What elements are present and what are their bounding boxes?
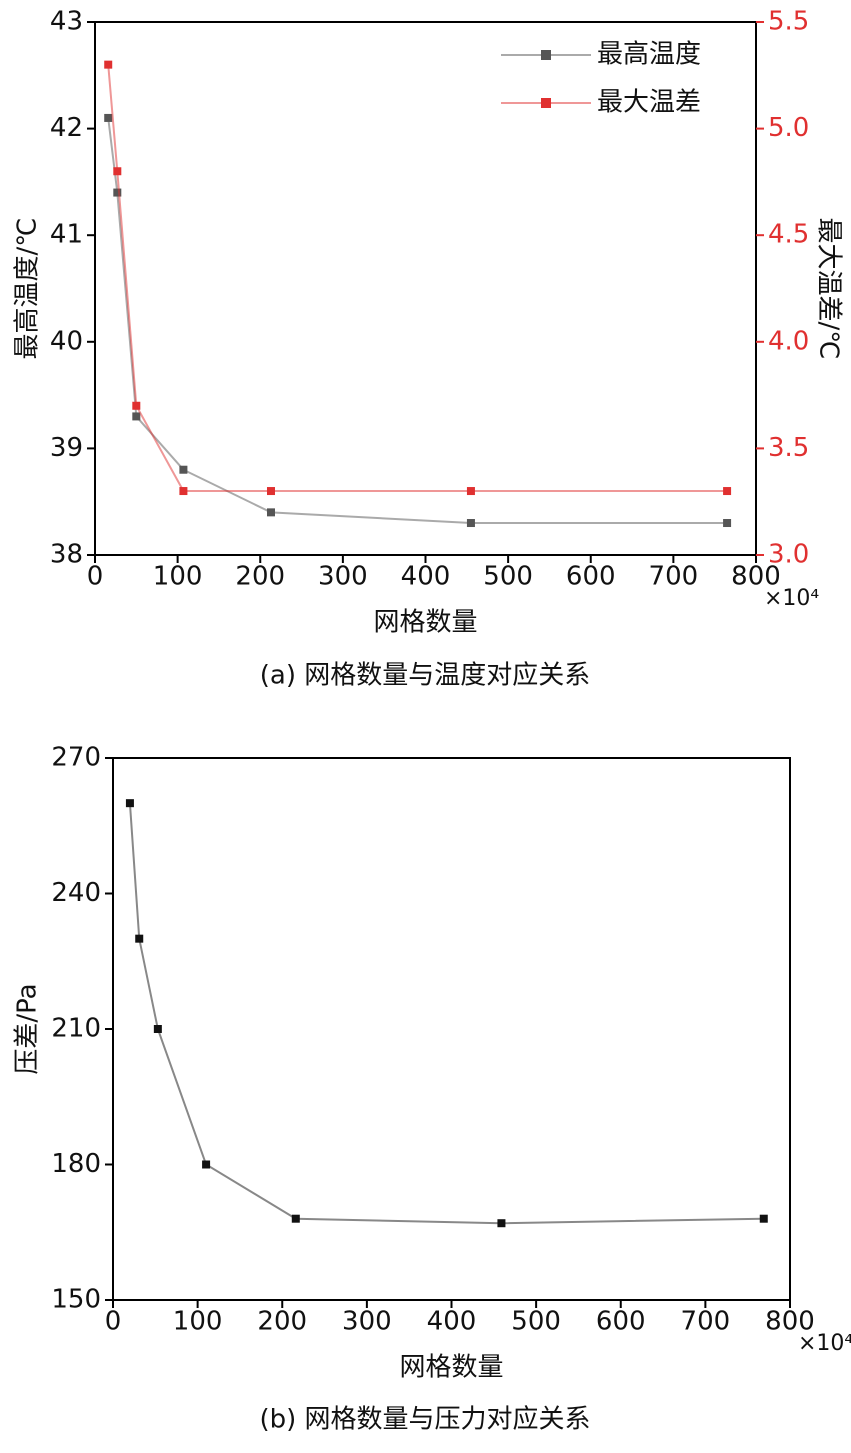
x-multiplier: ×10⁴ — [798, 1331, 851, 1356]
legend-label: 最大温差 — [597, 88, 701, 118]
data-point — [153, 1025, 162, 1033]
y2-axis-label: 最大温差/℃ — [814, 218, 844, 360]
data-point — [135, 934, 144, 943]
y-tick-label: 270 — [51, 743, 101, 773]
y-tick-label: 39 — [50, 433, 83, 463]
x-tick-label: 100 — [153, 562, 203, 592]
x-multiplier: ×10⁴ — [764, 586, 819, 611]
series-line — [128, 803, 764, 1225]
y2-tick-label: 5.5 — [768, 7, 809, 37]
y-axis-label: 压差/Pa — [13, 983, 43, 1074]
data-point — [266, 487, 275, 496]
data-point — [104, 113, 113, 122]
x-tick-label: 500 — [511, 1307, 561, 1337]
x-tick-label: 600 — [566, 562, 616, 592]
data-point — [723, 487, 732, 496]
plot-frame — [112, 757, 791, 1301]
x-tick-label: 200 — [235, 562, 285, 592]
data-point — [759, 1214, 768, 1223]
y2-tick-label: 3.5 — [768, 433, 809, 463]
y-tick-label: 41 — [50, 220, 83, 250]
y-tick-label: 42 — [50, 113, 83, 143]
x-axis-label: 网格数量 — [373, 608, 477, 638]
y-tick-label: 150 — [51, 1285, 101, 1315]
y-axis-label: 最高温度/℃ — [13, 218, 43, 360]
y2-tick-label: 3.0 — [768, 540, 809, 570]
x-tick-label: 0 — [105, 1307, 122, 1337]
data-point — [113, 167, 122, 176]
data-point — [266, 508, 275, 517]
x-tick-label: 100 — [173, 1307, 223, 1337]
data-point — [179, 465, 188, 474]
x-tick-label: 400 — [427, 1307, 477, 1337]
data-point — [104, 60, 113, 69]
y-tick-label: 43 — [50, 7, 83, 37]
data-point — [466, 519, 475, 528]
data-point — [466, 487, 475, 496]
data-point — [202, 1160, 211, 1169]
x-tick-label: 500 — [483, 562, 533, 592]
y2-tick-label: 4.5 — [768, 220, 809, 250]
y2-tick-label: 5.0 — [768, 113, 809, 143]
data-point — [132, 401, 141, 410]
x-tick-label: 800 — [731, 562, 781, 592]
data-point — [291, 1214, 300, 1223]
x-tick-label: 700 — [681, 1307, 731, 1337]
x-axis-label: 网格数量 — [399, 1353, 503, 1383]
data-point — [125, 799, 134, 808]
legend-marker — [541, 50, 551, 60]
y-tick-label: 240 — [51, 878, 101, 908]
legend-label: 最高温度 — [597, 40, 701, 70]
x-tick-label: 400 — [401, 562, 451, 592]
y-tick-label: 210 — [51, 1014, 101, 1044]
x-tick-label: 0 — [87, 562, 104, 592]
data-point — [497, 1219, 506, 1228]
y2-tick-label: 4.0 — [768, 326, 809, 356]
series-line — [107, 64, 728, 493]
legend-marker — [541, 98, 551, 108]
caption: (a) 网格数量与温度对应关系 — [260, 661, 591, 691]
caption: (b) 网格数量与压力对应关系 — [259, 1405, 590, 1435]
x-tick-label: 200 — [257, 1307, 307, 1337]
x-tick-label: 300 — [318, 562, 368, 592]
data-point — [179, 487, 188, 496]
y-tick-label: 40 — [50, 326, 83, 356]
y-tick-label: 38 — [50, 540, 83, 570]
data-point — [113, 188, 122, 197]
x-tick-label: 800 — [765, 1307, 815, 1337]
x-tick-label: 300 — [342, 1307, 392, 1337]
series-line — [107, 117, 728, 525]
data-point — [723, 519, 732, 528]
data-point — [132, 412, 141, 421]
x-tick-label: 700 — [649, 562, 699, 592]
x-tick-label: 600 — [596, 1307, 646, 1337]
y-tick-label: 180 — [51, 1149, 101, 1179]
